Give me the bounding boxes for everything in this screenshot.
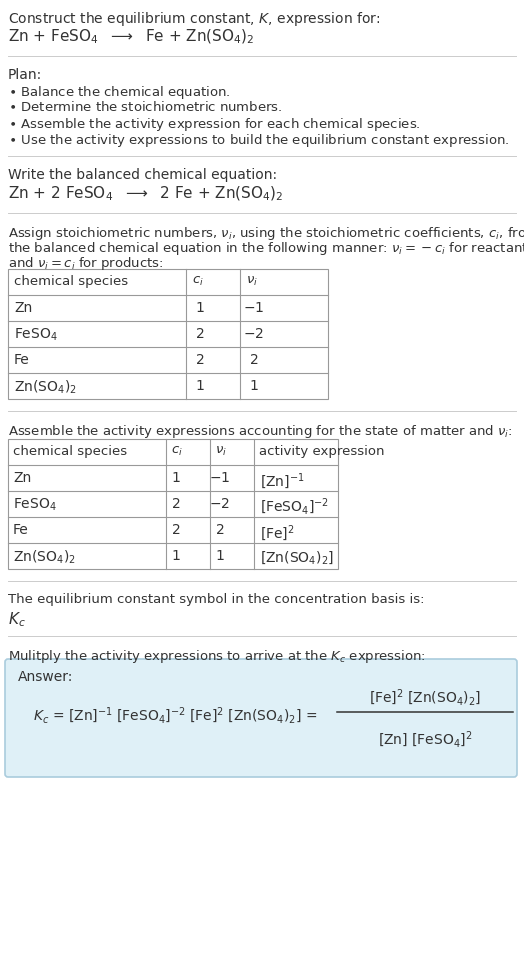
Text: $c_i$: $c_i$ bbox=[192, 275, 204, 288]
Text: Zn: Zn bbox=[13, 471, 31, 485]
Text: [Zn(SO$_4$)$_2$]: [Zn(SO$_4$)$_2$] bbox=[260, 549, 334, 566]
Text: Fe: Fe bbox=[14, 353, 30, 367]
Text: $-1$: $-1$ bbox=[243, 301, 265, 315]
Text: [Fe]$^2$ [Zn(SO$_4$)$_2$]: [Fe]$^2$ [Zn(SO$_4$)$_2$] bbox=[369, 688, 481, 708]
Text: Write the balanced chemical equation:: Write the balanced chemical equation: bbox=[8, 168, 277, 182]
Text: $\bullet$ Use the activity expressions to build the equilibrium constant express: $\bullet$ Use the activity expressions t… bbox=[8, 132, 509, 149]
Text: [FeSO$_4$]$^{-2}$: [FeSO$_4$]$^{-2}$ bbox=[260, 497, 329, 518]
Text: [Zn] [FeSO$_4$]$^2$: [Zn] [FeSO$_4$]$^2$ bbox=[378, 730, 472, 750]
Text: 2: 2 bbox=[172, 523, 180, 537]
Text: Assign stoichiometric numbers, $\nu_i$, using the stoichiometric coefficients, $: Assign stoichiometric numbers, $\nu_i$, … bbox=[8, 225, 524, 242]
FancyBboxPatch shape bbox=[5, 659, 517, 777]
Text: 2: 2 bbox=[172, 497, 180, 511]
Text: [Fe]$^2$: [Fe]$^2$ bbox=[260, 523, 294, 543]
Text: $\nu_i$: $\nu_i$ bbox=[215, 445, 227, 458]
Text: Zn + FeSO$_4$  $\longrightarrow$  Fe + Zn(SO$_4$)$_2$: Zn + FeSO$_4$ $\longrightarrow$ Fe + Zn(… bbox=[8, 28, 255, 46]
Text: FeSO$_4$: FeSO$_4$ bbox=[13, 497, 57, 513]
Text: 2: 2 bbox=[249, 353, 258, 367]
Text: chemical species: chemical species bbox=[14, 275, 128, 288]
Text: Zn(SO$_4$)$_2$: Zn(SO$_4$)$_2$ bbox=[14, 379, 77, 396]
Text: 1: 1 bbox=[171, 471, 180, 485]
Text: $K_c$ = [Zn]$^{-1}$ [FeSO$_4$]$^{-2}$ [Fe]$^2$ [Zn(SO$_4$)$_2$] =: $K_c$ = [Zn]$^{-1}$ [FeSO$_4$]$^{-2}$ [F… bbox=[33, 706, 318, 726]
Text: $K_c$: $K_c$ bbox=[8, 610, 26, 629]
Text: 1: 1 bbox=[195, 301, 204, 315]
Text: Answer:: Answer: bbox=[18, 670, 73, 684]
Text: Fe: Fe bbox=[13, 523, 29, 537]
Text: Mulitply the activity expressions to arrive at the $K_c$ expression:: Mulitply the activity expressions to arr… bbox=[8, 648, 426, 665]
Text: $\bullet$ Determine the stoichiometric numbers.: $\bullet$ Determine the stoichiometric n… bbox=[8, 100, 282, 114]
Text: 2: 2 bbox=[215, 523, 224, 537]
Text: Construct the equilibrium constant, $K$, expression for:: Construct the equilibrium constant, $K$,… bbox=[8, 10, 380, 28]
Text: 2: 2 bbox=[195, 327, 204, 341]
Text: the balanced chemical equation in the following manner: $\nu_i = -c_i$ for react: the balanced chemical equation in the fo… bbox=[8, 240, 524, 257]
Bar bbox=[8, 439, 338, 569]
Text: chemical species: chemical species bbox=[13, 445, 127, 458]
Text: activity expression: activity expression bbox=[259, 445, 385, 458]
Text: $-2$: $-2$ bbox=[244, 327, 265, 341]
Text: Zn + 2 FeSO$_4$  $\longrightarrow$  2 Fe + Zn(SO$_4$)$_2$: Zn + 2 FeSO$_4$ $\longrightarrow$ 2 Fe +… bbox=[8, 185, 283, 204]
Text: Zn(SO$_4$)$_2$: Zn(SO$_4$)$_2$ bbox=[13, 549, 76, 567]
Text: 1: 1 bbox=[195, 379, 204, 393]
Text: Assemble the activity expressions accounting for the state of matter and $\nu_i$: Assemble the activity expressions accoun… bbox=[8, 423, 512, 440]
Text: Zn: Zn bbox=[14, 301, 32, 315]
Text: $\nu_i$: $\nu_i$ bbox=[246, 275, 258, 288]
Text: $\bullet$ Balance the chemical equation.: $\bullet$ Balance the chemical equation. bbox=[8, 84, 231, 101]
Text: $-1$: $-1$ bbox=[210, 471, 231, 485]
Text: FeSO$_4$: FeSO$_4$ bbox=[14, 327, 58, 344]
Text: Plan:: Plan: bbox=[8, 68, 42, 82]
Text: $\bullet$ Assemble the activity expression for each chemical species.: $\bullet$ Assemble the activity expressi… bbox=[8, 116, 421, 133]
Bar bbox=[8, 269, 328, 399]
Text: The equilibrium constant symbol in the concentration basis is:: The equilibrium constant symbol in the c… bbox=[8, 593, 424, 606]
Text: 1: 1 bbox=[249, 379, 258, 393]
Text: 1: 1 bbox=[215, 549, 224, 563]
Text: $c_i$: $c_i$ bbox=[171, 445, 183, 458]
Text: 1: 1 bbox=[171, 549, 180, 563]
Text: and $\nu_i = c_i$ for products:: and $\nu_i = c_i$ for products: bbox=[8, 255, 163, 272]
Text: $-2$: $-2$ bbox=[210, 497, 231, 511]
Text: [Zn]$^{-1}$: [Zn]$^{-1}$ bbox=[260, 471, 304, 491]
Text: 2: 2 bbox=[195, 353, 204, 367]
